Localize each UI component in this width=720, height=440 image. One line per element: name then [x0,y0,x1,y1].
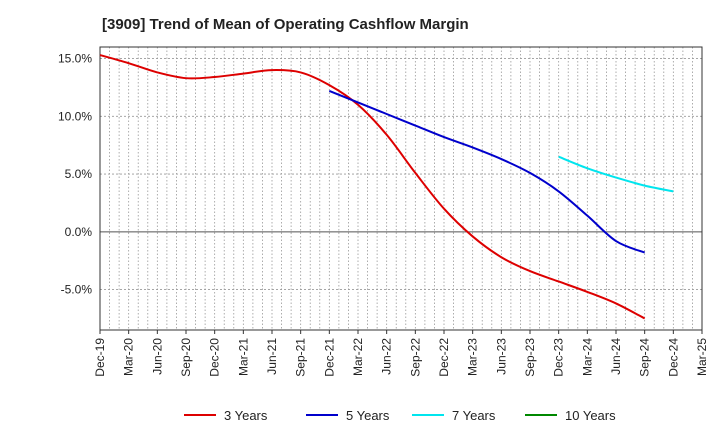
chart-title: [3909] Trend of Mean of Operating Cashfl… [102,16,469,33]
y-tick-label: 5.0% [65,167,93,181]
grid-layer [99,47,703,330]
x-tick-label: Sep-23 [523,338,537,377]
x-tick-label: Jun-24 [609,338,623,375]
series-line-7-years [558,155,674,193]
x-tick-label: Mar-23 [466,338,480,376]
x-tick-label: Mar-25 [695,338,709,376]
x-tick-label: Dec-22 [437,338,451,377]
plot-frame [99,46,703,331]
series-layer [99,54,674,320]
x-tick-label: Dec-21 [322,338,336,377]
x-tick-label: Dec-20 [208,338,222,377]
legend-label-5-years: 5 Years [346,408,390,423]
x-tick-label: Sep-20 [179,338,193,377]
x-tick-label: Sep-22 [408,338,422,377]
legend-label-3-years: 3 Years [224,408,268,423]
y-tick-label: 15.0% [58,52,92,66]
y-tick-label: -5.0% [61,283,93,297]
x-tick-label: Dec-24 [666,338,680,377]
y-tick-label: 10.0% [58,109,92,123]
x-tick-label: Sep-24 [638,338,652,377]
x-tick-label: Jun-23 [494,338,508,375]
series-line-5-years [328,89,646,254]
plot-background [100,47,702,330]
x-tick-label: Jun-22 [380,338,394,375]
legend-label-10-years: 10 Years [565,408,616,423]
legend-label-7-years: 7 Years [452,408,496,423]
x-tick-label: Jun-20 [150,338,164,375]
x-tick-label: Dec-19 [93,338,107,377]
x-tick-label: Sep-21 [294,338,308,377]
x-tick-label: Dec-23 [552,338,566,377]
x-tick-label: Mar-20 [122,338,136,376]
y-tick-label: 0.0% [65,225,93,239]
legend: 3 Years 5 Years 7 Years 10 Years [184,408,616,423]
x-tick-label: Mar-22 [351,338,365,376]
x-tick-label: Mar-24 [580,338,594,376]
series-line-3-years [99,54,646,320]
x-tick-label: Mar-21 [236,338,250,376]
label-layer: -5.0% 0.0% 5.0% 10.0% 15.0% Dec-19 Mar-20 Jun-2… [58,52,709,377]
axis-layer [99,46,703,334]
x-tick-label: Jun-21 [265,338,279,375]
